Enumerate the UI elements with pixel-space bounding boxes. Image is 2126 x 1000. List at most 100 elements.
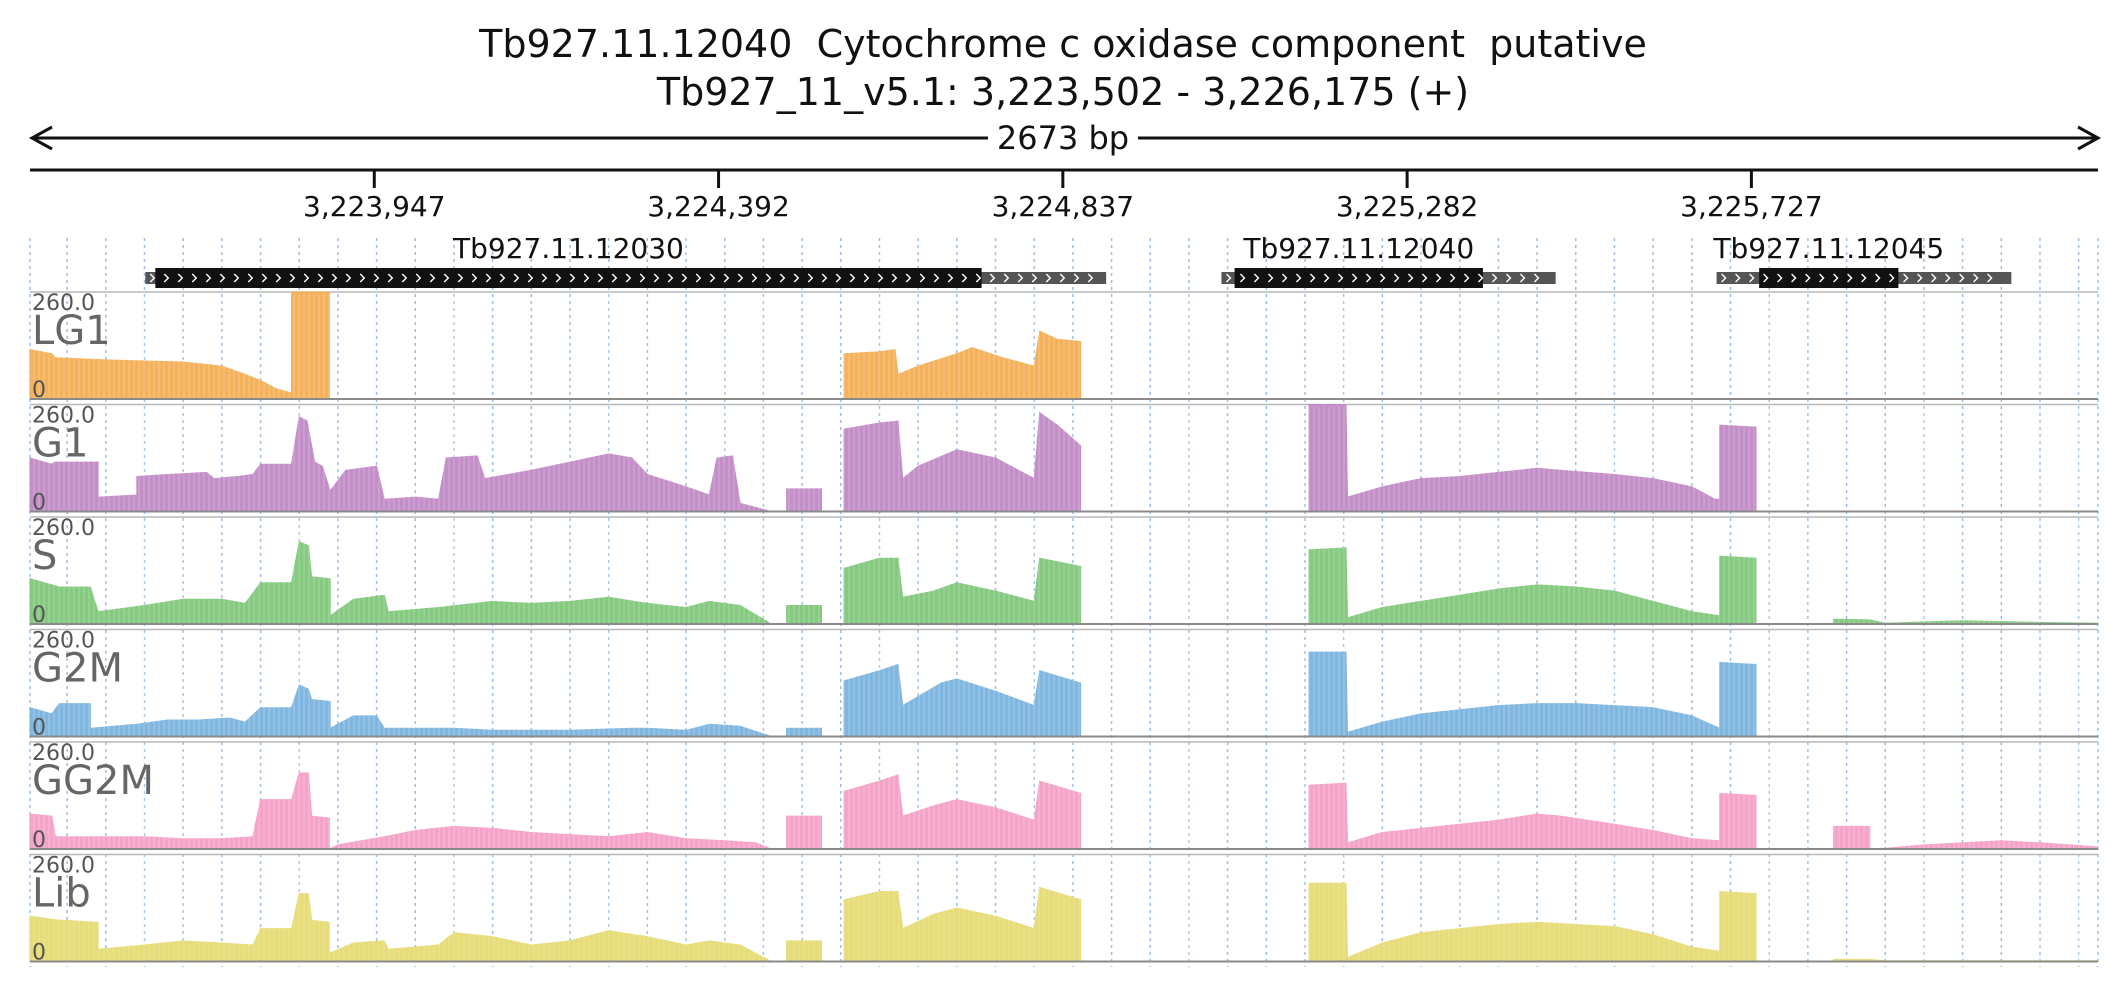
- strand-arrow: [513, 273, 520, 283]
- strand-arrow: [751, 273, 758, 283]
- strand-arrow: [345, 273, 352, 283]
- strand-arrow: [401, 273, 408, 283]
- strand-arrow: [891, 273, 898, 283]
- strand-arrow: [625, 273, 632, 283]
- strand-arrow: [821, 273, 828, 283]
- strand-arrow: [1959, 273, 1965, 283]
- strand-arrow: [1777, 273, 1783, 283]
- strand-arrow: [1875, 273, 1881, 283]
- strand-arrow: [919, 273, 926, 283]
- strand-arrow: [1073, 273, 1080, 283]
- strand-arrow: [1365, 273, 1372, 283]
- strand-arrow: [191, 273, 198, 283]
- strand-arrow: [667, 273, 674, 283]
- strand-arrow: [1463, 273, 1470, 283]
- strand-arrow: [1917, 273, 1923, 283]
- strand-arrow: [695, 273, 702, 283]
- strand-arrow: [289, 273, 296, 283]
- span-arrow-left-head: [28, 125, 53, 151]
- strand-arrow: [471, 273, 478, 283]
- strand-arrow: [1889, 273, 1895, 283]
- strand-arrow: [1309, 273, 1316, 283]
- gene-cds-bar: [1759, 268, 1899, 288]
- span-indicator: 2673 bp: [28, 119, 2102, 157]
- strand-arrow: [275, 273, 282, 283]
- track-ymax-label: 260.0: [32, 291, 95, 316]
- strand-arrow: [1407, 273, 1414, 283]
- strand-arrow: [807, 273, 814, 283]
- strand-arrow: [331, 273, 338, 283]
- strand-arrow: [429, 273, 436, 283]
- strand-arrow: [1295, 273, 1302, 283]
- strand-arrow: [317, 273, 324, 283]
- track-name-label: GG2M: [32, 758, 154, 804]
- strand-arrow: [1945, 273, 1951, 283]
- strand-arrow: [247, 273, 254, 283]
- strand-arrow: [1281, 273, 1288, 283]
- strand-arrow: [611, 273, 618, 283]
- gene-cds-bar: [1234, 268, 1483, 288]
- strand-arrow: [1931, 273, 1937, 283]
- chart-title: Tb927.11.12040 Cytochrome c oxidase comp…: [479, 22, 1647, 66]
- strand-arrow: [681, 273, 688, 283]
- strand-arrow: [1239, 273, 1246, 283]
- span-arrow-right-head: [2077, 125, 2102, 151]
- span-label: 2673 bp: [997, 119, 1129, 157]
- strand-arrow: [261, 273, 268, 283]
- strand-arrow: [1253, 273, 1260, 283]
- track-name-label: G2M: [32, 646, 123, 692]
- strand-arrow: [1017, 273, 1024, 283]
- strand-arrow: [737, 273, 744, 283]
- axis-tick-label: 3,225,282: [1336, 190, 1479, 223]
- strand-arrow: [1059, 273, 1066, 283]
- coverage-track: 260.0 0 GG2M: [29, 741, 2099, 853]
- strand-arrow: [1393, 273, 1400, 283]
- strand-arrow: [1491, 273, 1498, 283]
- strand-arrow: [163, 273, 170, 283]
- strand-arrow: [1505, 273, 1512, 283]
- axis-tick-label: 3,224,392: [647, 190, 790, 223]
- strand-arrow: [1847, 273, 1853, 283]
- strand-arrow: [541, 273, 548, 283]
- strand-arrow: [485, 273, 492, 283]
- strand-arrow: [1749, 273, 1755, 283]
- coverage-tracks: 260.00LG1260.00G1260.00S260.00G2M260.00G…: [29, 291, 2099, 966]
- track-name-label: S: [32, 533, 57, 579]
- strand-arrow: [303, 273, 310, 283]
- strand-arrow: [555, 273, 562, 283]
- strand-arrow: [499, 273, 506, 283]
- strand-arrow: [1833, 273, 1839, 283]
- strand-arrow: [961, 273, 968, 283]
- strand-arrow: [1435, 273, 1442, 283]
- strand-arrow: [639, 273, 646, 283]
- strand-arrow: [1987, 273, 1993, 283]
- strand-arrow: [709, 273, 716, 283]
- strand-arrow: [835, 273, 842, 283]
- strand-arrow: [149, 273, 156, 283]
- track-ymin-label: 0: [32, 716, 46, 741]
- strand-arrow: [1267, 273, 1274, 283]
- strand-arrow: [947, 273, 954, 283]
- strand-arrow: [723, 273, 730, 283]
- track-ymax-label: 260.0: [32, 516, 95, 541]
- strand-arrow: [1903, 273, 1909, 283]
- strand-arrow: [1819, 273, 1825, 283]
- strand-arrow: [863, 273, 870, 283]
- strand-arrow: [793, 273, 800, 283]
- strand-arrow: [219, 273, 226, 283]
- coverage-area: [29, 540, 2099, 625]
- coverage-track: 260.0 0 S: [29, 516, 2099, 628]
- strand-arrow: [779, 273, 786, 283]
- gene-label: Tb927.11.12045: [1712, 232, 1944, 265]
- strand-arrow: [1519, 273, 1526, 283]
- strand-arrow: [1791, 273, 1797, 283]
- strand-arrow: [877, 273, 884, 283]
- strand-arrow: [359, 273, 366, 283]
- strand-arrow: [387, 273, 394, 283]
- strand-arrow: [443, 273, 450, 283]
- strand-arrow: [373, 273, 380, 283]
- gene-label: Tb927.11.12030: [452, 232, 684, 265]
- coverage-track: 260.0 0 Lib: [29, 854, 2099, 966]
- span-label-bg: [988, 120, 1138, 156]
- strand-arrow: [1449, 273, 1456, 283]
